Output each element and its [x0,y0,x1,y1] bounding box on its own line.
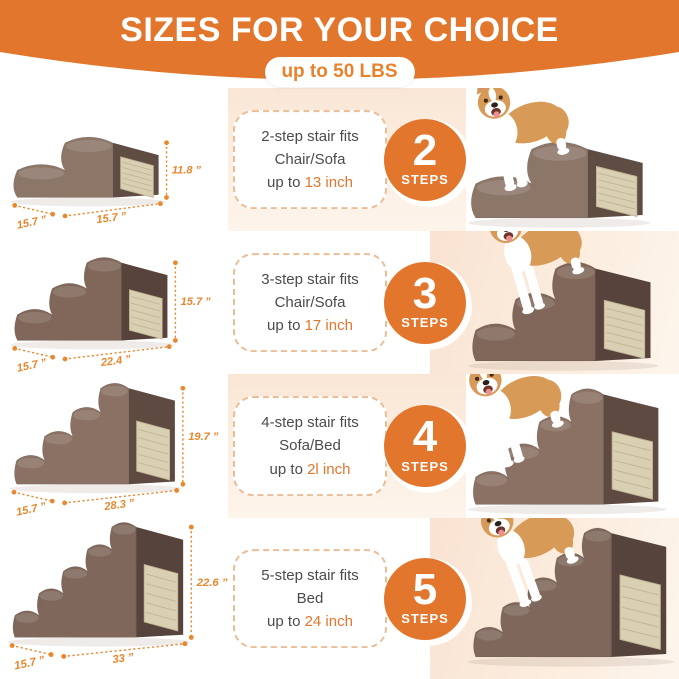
description-box-3-step: 3-step stair fits Chair/Sofa up to 17 in… [233,252,387,353]
steps-number: 5 [412,564,438,614]
dimension-width-label: 15.7 ” [16,357,48,374]
corgi-dog-illustration [469,374,564,468]
description-line: up to 17 inch [267,317,353,335]
steps-word: STEPS [401,172,449,188]
product-image-4-step-with-dimensions: 19.7 ” 15.7 ” 28.3 ” [4,374,232,518]
description-line: Sofa/Bed [279,437,341,455]
description-line: 4-step stair fits [261,414,359,432]
description-line: Chair/Sofa [274,150,346,168]
description-box-2-step: 2-step stair fits Chair/Sofa up to 13 in… [233,109,387,210]
corgi-dog-illustration [481,518,579,607]
dimension-height-label: 15.7 ” [181,296,212,308]
banner-curve-shape [0,0,679,80]
description-line: 5-step stair fits [261,566,359,584]
steps-circle-2: 2 STEPS [384,118,466,201]
size-row-3-step: 15.7 ” 15.7 ” 22.4 ” 3-step stair fits Cha… [0,231,679,374]
fit-height-highlight: 17 inch [304,317,353,335]
dog-on-4-step-stairs-image [458,374,679,518]
header-banner: SIZES FOR YOUR CHOICE up to 50 LBS [0,0,679,110]
steps-word: STEPS [401,315,449,331]
description-box-4-step: 4-step stair fits Sofa/Bed up to 2l inch [233,396,387,496]
dimension-depth-label: 28.3 ” [103,497,136,513]
dimension-width-label: 15.7 ” [16,214,48,231]
dimension-width-label: 15.7 ” [15,501,48,518]
description-line: up to 24 inch [267,613,353,631]
weight-capacity-badge: up to 50 LBS [264,57,415,87]
page-title: SIZES FOR YOUR CHOICE [120,11,559,49]
description-line: Chair/Sofa [274,293,346,311]
steps-word: STEPS [401,611,449,627]
dimension-height-label: 19.7 ” [188,431,219,443]
dimension-height-label: 22.6 ” [196,577,228,589]
corgi-dog-illustration [476,88,570,192]
dimension-depth-label: 22.4 ” [99,353,132,369]
size-row-5-step: 22.6 ” 15.7 ” 33 ” 5-step stair fits Bed u… [0,518,679,679]
product-image-3-step-with-dimensions: 15.7 ” 15.7 ” 22.4 ” [4,231,232,374]
steps-number: 2 [412,125,438,175]
dog-on-3-step-stairs-image [458,231,679,374]
dog-on-5-step-stairs-image [458,518,679,679]
steps-circle-3: 3 STEPS [384,261,466,344]
description-line: Bed [296,589,324,607]
dimension-depth-label: 15.7 ” [96,210,128,226]
description-line: 3-step stair fits [261,270,359,288]
steps-number: 4 [412,412,438,462]
steps-circle-4: 4 STEPS [384,405,466,487]
corgi-dog-illustration [489,231,585,315]
steps-number: 3 [412,268,438,318]
fit-height-highlight: 24 inch [304,613,353,631]
fit-height-highlight: 2l inch [307,460,351,478]
description-box-5-step: 5-step stair fits Bed up to 24 inch [233,548,387,649]
steps-circle-5: 5 STEPS [384,557,466,640]
dog-on-2-step-stairs-image [458,88,679,231]
product-image-5-step-with-dimensions: 22.6 ” 15.7 ” 33 ” [4,518,232,679]
fit-height-highlight: 13 inch [304,174,353,192]
size-row-2-step: 11.8 ” 15.7 ” 15.7 ” 2-step stair fits Cha… [0,88,679,231]
description-line: up to 13 inch [267,174,353,192]
description-line: up to 2l inch [269,460,351,478]
steps-word: STEPS [401,458,449,474]
product-image-2-step-with-dimensions: 11.8 ” 15.7 ” 15.7 ” [4,88,232,231]
description-line: 2-step stair fits [261,127,359,145]
size-row-4-step: 19.7 ” 15.7 ” 28.3 ” 4-step stair fits Sof… [0,374,679,518]
dimension-height-label: 11.8 ” [172,165,202,177]
dimension-width-label: 15.7 ” [13,654,46,672]
dimension-depth-label: 33 ” [112,652,135,667]
